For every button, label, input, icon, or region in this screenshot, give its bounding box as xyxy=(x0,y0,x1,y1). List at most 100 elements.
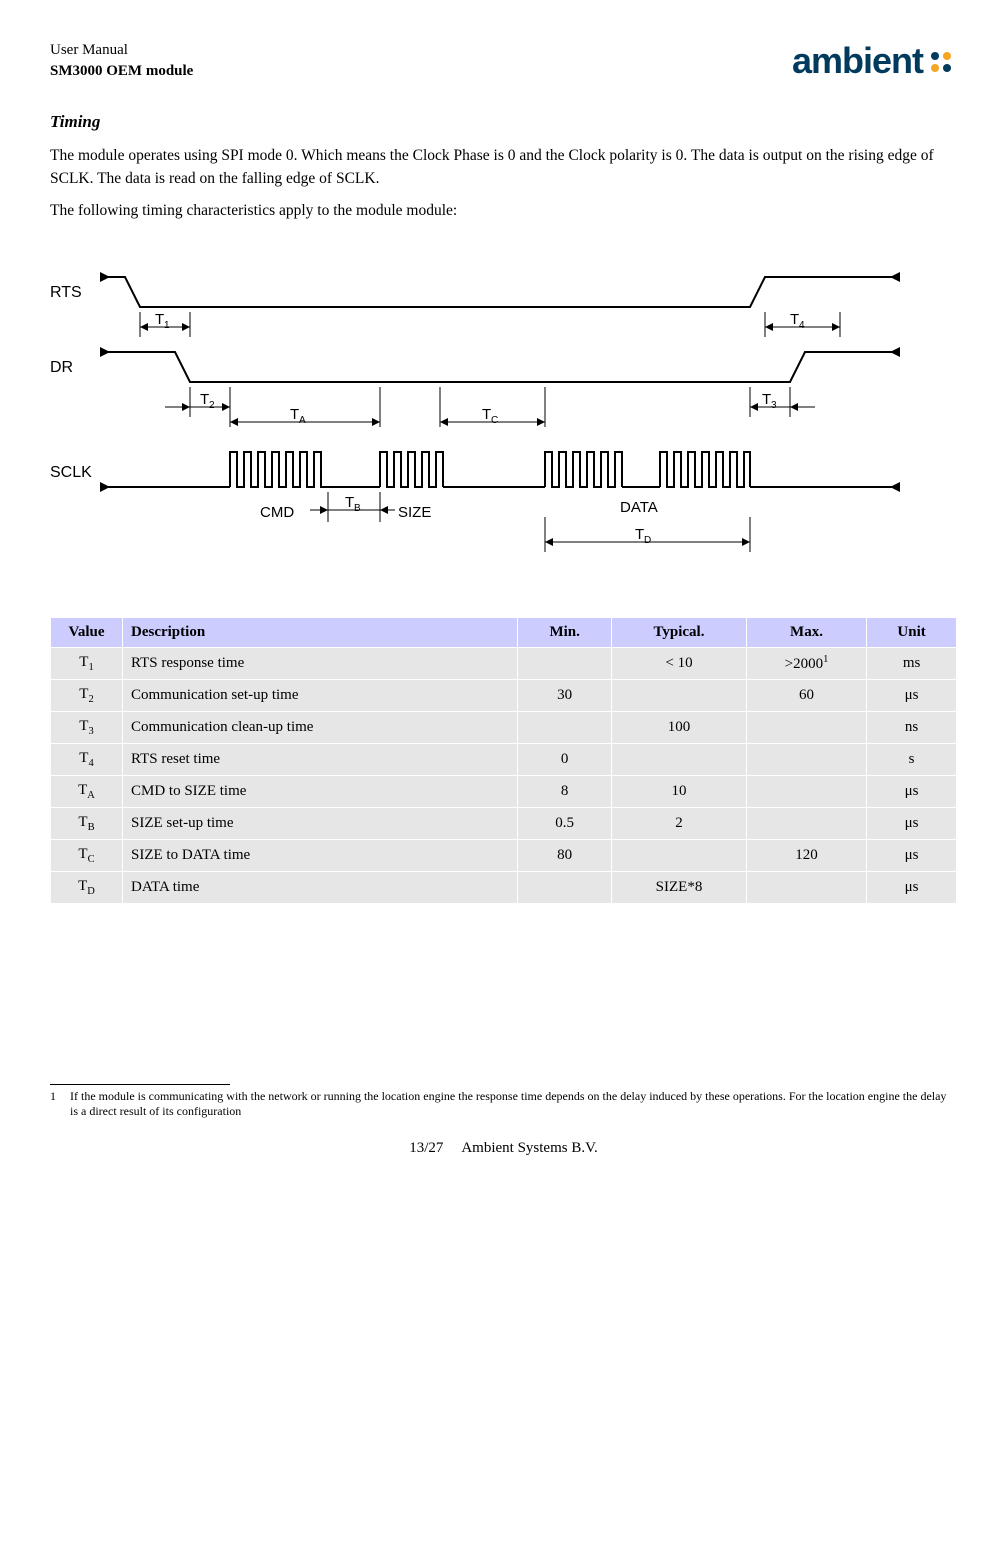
svg-text:T: T xyxy=(762,391,771,408)
svg-text:B: B xyxy=(354,503,361,514)
cell-unit: ms xyxy=(867,647,957,679)
svg-text:2: 2 xyxy=(209,400,215,411)
th-max: Max. xyxy=(746,617,866,647)
cell-description: SIZE to DATA time xyxy=(123,839,518,871)
cell-max xyxy=(746,807,866,839)
cell-description: RTS reset time xyxy=(123,743,518,775)
svg-text:T: T xyxy=(200,391,209,408)
cell-max xyxy=(746,711,866,743)
cell-value: TA xyxy=(51,775,123,807)
timing-table: Value Description Min. Typical. Max. Uni… xyxy=(50,617,957,904)
table-row: T2Communication set-up time30 60μs xyxy=(51,679,957,711)
svg-text:T: T xyxy=(790,311,799,328)
table-row: T4RTS reset time0 s xyxy=(51,743,957,775)
signal-label-dr: DR xyxy=(50,359,73,376)
timing-diagram: RTS T1 T4 DR T2 T3 TA TC SCLK xyxy=(50,252,957,587)
cell-value: T1 xyxy=(51,647,123,679)
table-header-row: Value Description Min. Typical. Max. Uni… xyxy=(51,617,957,647)
cell-min: 8 xyxy=(518,775,612,807)
cell-unit: ns xyxy=(867,711,957,743)
cell-unit: μs xyxy=(867,839,957,871)
logo: ambient xyxy=(792,40,957,82)
signal-label-rts: RTS xyxy=(50,284,82,301)
th-value: Value xyxy=(51,617,123,647)
table-row: TDDATA timeSIZE*8μs xyxy=(51,871,957,903)
cell-description: RTS response time xyxy=(123,647,518,679)
signal-label-sclk: SCLK xyxy=(50,464,92,481)
cell-unit: μs xyxy=(867,775,957,807)
cell-description: SIZE set-up time xyxy=(123,807,518,839)
cell-max xyxy=(746,775,866,807)
cell-max xyxy=(746,871,866,903)
cell-typical xyxy=(612,743,747,775)
footnote-separator xyxy=(50,1084,230,1085)
svg-text:T: T xyxy=(635,526,644,543)
paragraph-2: The following timing characteristics app… xyxy=(50,199,957,222)
th-min: Min. xyxy=(518,617,612,647)
cell-min: 0 xyxy=(518,743,612,775)
page-footer: 13/27 Ambient Systems B.V. xyxy=(50,1140,957,1157)
svg-text:1: 1 xyxy=(164,320,170,331)
table-row: T3Communication clean-up time 100 ns xyxy=(51,711,957,743)
svg-text:4: 4 xyxy=(799,320,805,331)
footnote-text: If the module is communicating with the … xyxy=(70,1089,957,1120)
paragraph-1: The module operates using SPI mode 0. Wh… xyxy=(50,144,957,191)
svg-text:T: T xyxy=(482,406,491,423)
cell-description: Communication clean-up time xyxy=(123,711,518,743)
cell-value: T4 xyxy=(51,743,123,775)
cell-min: 30 xyxy=(518,679,612,711)
cell-unit: s xyxy=(867,743,957,775)
svg-text:C: C xyxy=(491,415,498,426)
header-line1: User Manual xyxy=(50,40,193,61)
logo-icon xyxy=(927,46,957,76)
cell-max: >20001 xyxy=(746,647,866,679)
th-description: Description xyxy=(123,617,518,647)
header-line2: SM3000 OEM module xyxy=(50,61,193,82)
timing-diagram-svg: RTS T1 T4 DR T2 T3 TA TC SCLK xyxy=(50,252,920,582)
page-number: 13/27 xyxy=(409,1140,443,1156)
footnote-number: 1 xyxy=(50,1089,70,1120)
footer-company: Ambient Systems B.V. xyxy=(461,1140,597,1156)
section-title: Timing xyxy=(50,112,957,132)
cell-min: 0.5 xyxy=(518,807,612,839)
cell-description: DATA time xyxy=(123,871,518,903)
cell-typical: 10 xyxy=(612,775,747,807)
table-row: TACMD to SIZE time810 μs xyxy=(51,775,957,807)
cell-typical xyxy=(612,679,747,711)
svg-text:SIZE: SIZE xyxy=(398,504,431,521)
logo-text: ambient xyxy=(792,40,923,82)
cell-typical: 2 xyxy=(612,807,747,839)
cell-unit: μs xyxy=(867,871,957,903)
cell-description: Communication set-up time xyxy=(123,679,518,711)
cell-description: CMD to SIZE time xyxy=(123,775,518,807)
svg-text:A: A xyxy=(299,415,306,426)
cell-min xyxy=(518,711,612,743)
th-typical: Typical. xyxy=(612,617,747,647)
cell-typical: 100 xyxy=(612,711,747,743)
cell-max: 60 xyxy=(746,679,866,711)
cell-value: TC xyxy=(51,839,123,871)
cell-value: TD xyxy=(51,871,123,903)
table-row: TCSIZE to DATA time80 120μs xyxy=(51,839,957,871)
cell-value: T2 xyxy=(51,679,123,711)
th-unit: Unit xyxy=(867,617,957,647)
cell-typical xyxy=(612,839,747,871)
cell-value: T3 xyxy=(51,711,123,743)
svg-text:CMD: CMD xyxy=(260,504,294,521)
svg-text:D: D xyxy=(644,535,651,546)
page-header: User Manual SM3000 OEM module ambient xyxy=(50,40,957,82)
cell-typical: < 10 xyxy=(612,647,747,679)
svg-text:T: T xyxy=(345,494,354,511)
cell-min xyxy=(518,871,612,903)
cell-unit: μs xyxy=(867,679,957,711)
svg-text:T: T xyxy=(155,311,164,328)
svg-text:DATA: DATA xyxy=(620,499,658,516)
cell-value: TB xyxy=(51,807,123,839)
cell-max xyxy=(746,743,866,775)
svg-text:T: T xyxy=(290,406,299,423)
table-row: T1RTS response time < 10>20001ms xyxy=(51,647,957,679)
cell-min: 80 xyxy=(518,839,612,871)
footnote: 1 If the module is communicating with th… xyxy=(50,1089,957,1120)
cell-max: 120 xyxy=(746,839,866,871)
svg-text:3: 3 xyxy=(771,400,777,411)
